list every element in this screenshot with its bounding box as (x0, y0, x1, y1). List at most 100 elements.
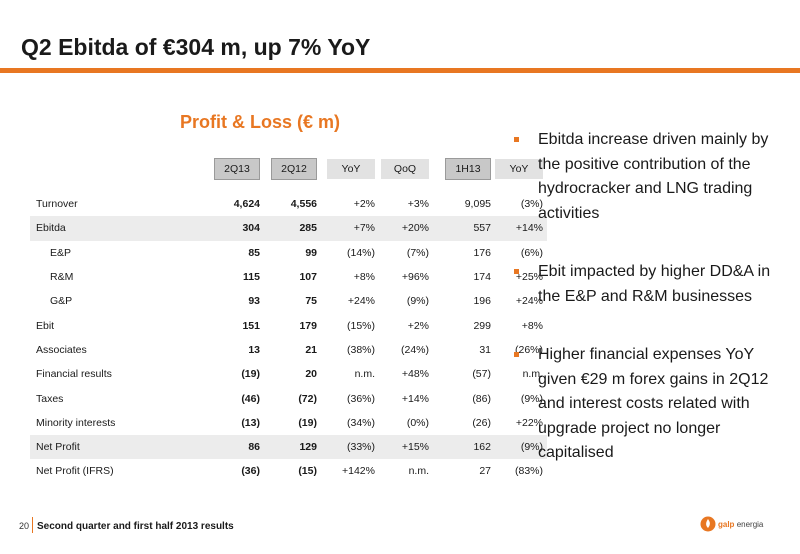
cell-1h13: (57) (472, 368, 491, 381)
cell-yoy: (14%) (346, 246, 375, 259)
page-title: Q2 Ebitda of €304 m, up 7% YoY (21, 34, 371, 60)
galp-flame-icon (700, 516, 716, 532)
commentary-bullets: Ebitda increase driven mainly by the pos… (514, 128, 784, 490)
column-header: YoY (495, 159, 543, 179)
row-label: E&P (50, 246, 72, 259)
table-row: Net Profit 86 129 (33%) +15% 162 (9%) (30, 434, 547, 460)
cell-2q12: 107 (299, 271, 317, 284)
bullet-text: Ebitda increase driven mainly by the pos… (538, 131, 769, 222)
bullet-square-icon (514, 269, 519, 274)
column-header: 1H13 (445, 158, 491, 180)
cell-1h-yoy: (6%) (520, 246, 543, 259)
cell-qoq: +2% (407, 319, 429, 332)
cell-1h-yoy: +14% (491, 216, 547, 241)
row-label: G&P (50, 295, 73, 308)
bullet-item: Higher financial expenses YoY given €29 … (514, 343, 784, 466)
cell-qoq: (9%) (406, 295, 429, 308)
cell-2q12: 4,556 (290, 198, 317, 211)
row-label: Turnover (36, 198, 78, 211)
cell-2q13: (19) (241, 368, 260, 381)
cell-yoy: +7% (317, 216, 379, 241)
cell-1h13: 557 (431, 216, 491, 241)
cell-1h13: 9,095 (464, 198, 491, 211)
cell-2q13: 86 (190, 434, 260, 460)
table-row: E&P 85 99 (14%) (7%) 176 (6%) (30, 241, 547, 265)
cell-2q13: 4,624 (233, 198, 260, 211)
cell-2q12: (15) (298, 465, 317, 478)
cell-yoy: +142% (342, 465, 375, 478)
cell-qoq: +15% (379, 434, 431, 460)
cell-1h-yoy: +24% (515, 295, 543, 308)
table-row: Net Profit (IFRS) (36) (15) +142% n.m. 2… (30, 459, 547, 483)
row-label: Financial results (36, 368, 112, 381)
cell-2q13: 151 (242, 319, 260, 332)
bullet-item: Ebitda increase driven mainly by the pos… (514, 128, 784, 226)
profit-loss-table: 2Q13 2Q12 YoY QoQ 1H13 YoY Turnover 4,62… (30, 158, 547, 484)
cell-yoy: (36%) (346, 392, 375, 405)
row-label: Associates (36, 343, 87, 356)
cell-1h-yoy: (9%) (491, 434, 547, 460)
cell-2q13: 85 (248, 246, 260, 259)
cell-2q13: (36) (241, 465, 260, 478)
table-row: R&M 115 107 +8% +96% 174 +25% (30, 265, 547, 289)
footer-text: Second quarter and first half 2013 resul… (37, 521, 234, 532)
section-title: Profit & Loss (€ m) (180, 112, 341, 132)
table-row: Financial results (19) 20 n.m. +48% (57)… (30, 362, 547, 386)
cell-2q12: 75 (305, 295, 317, 308)
cell-2q12: 285 (260, 216, 317, 241)
cell-1h13: (86) (472, 392, 491, 405)
cell-2q12: (72) (298, 392, 317, 405)
cell-1h13: (26) (472, 416, 491, 429)
cell-1h13: 176 (473, 246, 491, 259)
cell-2q13: 304 (190, 216, 260, 241)
cell-yoy: n.m. (354, 368, 375, 381)
cell-qoq: +20% (379, 216, 431, 241)
cell-1h-yoy: (83%) (514, 465, 543, 478)
column-header: 2Q12 (271, 158, 317, 180)
galp-logo: galp energia (700, 516, 763, 532)
table-row: Taxes (46) (72) (36%) +14% (86) (9%) (30, 386, 547, 410)
cell-1h-yoy: +8% (521, 319, 543, 332)
cell-qoq: +48% (401, 368, 429, 381)
column-header: QoQ (381, 159, 429, 179)
cell-1h-yoy: (9%) (520, 392, 543, 405)
cell-qoq: +14% (401, 392, 429, 405)
table-row: Turnover 4,624 4,556 +2% +3% 9,095 (3%) (30, 192, 547, 216)
cell-qoq: +3% (407, 198, 429, 211)
bullet-square-icon (514, 137, 519, 142)
cell-2q13: (46) (241, 392, 260, 405)
cell-1h-yoy: (26%) (514, 343, 543, 356)
cell-1h-yoy: +22% (515, 416, 543, 429)
column-header: YoY (327, 159, 375, 179)
footer-divider (32, 517, 33, 533)
bullet-text: Higher financial expenses YoY given €29 … (538, 346, 769, 461)
cell-qoq: (0%) (406, 416, 429, 429)
cell-yoy: +24% (347, 295, 375, 308)
cell-yoy: (33%) (317, 434, 379, 460)
row-label: Net Profit (30, 434, 190, 460)
row-label: Minority interests (36, 416, 116, 429)
cell-yoy: (34%) (346, 416, 375, 429)
cell-2q12: 179 (299, 319, 317, 332)
cell-1h13: 196 (473, 295, 491, 308)
row-label: Taxes (36, 392, 64, 405)
cell-1h13: 31 (479, 343, 491, 356)
cell-qoq: n.m. (408, 465, 429, 478)
cell-yoy: +2% (353, 198, 375, 211)
cell-1h13: 162 (431, 434, 491, 460)
cell-1h13: 174 (473, 271, 491, 284)
cell-2q12: 20 (305, 368, 317, 381)
cell-1h-yoy: (3%) (520, 198, 543, 211)
cell-yoy: +8% (353, 271, 375, 284)
table-row: Associates 13 21 (38%) (24%) 31 (26%) (30, 338, 547, 362)
row-label: R&M (50, 271, 74, 284)
cell-2q13: 93 (248, 295, 260, 308)
cell-2q13: 13 (248, 343, 260, 356)
cell-1h-yoy: n.m. (522, 368, 543, 381)
table-row: Ebit 151 179 (15%) +2% 299 +8% (30, 313, 547, 337)
bullet-item: Ebit impacted by higher DD&A in the E&P … (514, 260, 784, 309)
cell-qoq: +96% (401, 271, 429, 284)
table-row: Ebitda 304 285 +7% +20% 557 +14% (30, 216, 547, 241)
cell-2q12: 129 (260, 434, 317, 460)
bullet-square-icon (514, 352, 519, 357)
